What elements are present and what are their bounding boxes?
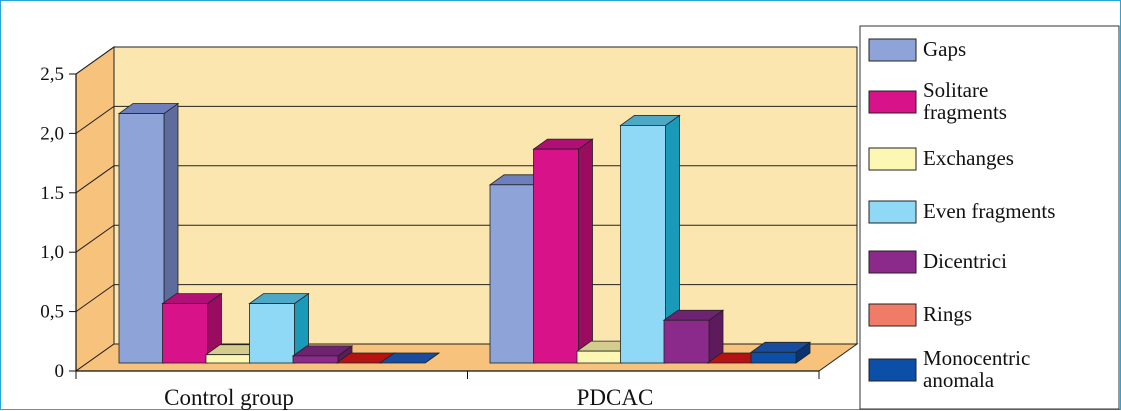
legend-swatch	[869, 304, 916, 326]
legend-label: Dicentrici	[923, 249, 1007, 273]
bar-front	[250, 304, 295, 363]
legend-swatch	[869, 201, 916, 223]
bar	[664, 310, 723, 363]
bar-front	[577, 351, 622, 363]
back-wall	[114, 47, 857, 344]
y-tick-label: 2,5	[40, 64, 64, 85]
bar-front	[119, 114, 164, 363]
bar-front	[163, 304, 208, 363]
y-tick-label: 0,5	[40, 302, 64, 323]
bar-front	[293, 356, 338, 363]
legend-swatch	[869, 39, 916, 61]
x-category-label: PDCAC	[577, 385, 654, 410]
legend-label: Exchanges	[923, 146, 1014, 170]
legend-swatch	[869, 251, 916, 273]
bar-front	[664, 320, 709, 363]
bar	[534, 139, 593, 363]
bar-front	[621, 125, 666, 363]
legend-label: Rings	[923, 302, 972, 326]
bar-side	[579, 139, 593, 363]
y-tick-label: 0	[55, 361, 65, 382]
legend-label: Gaps	[923, 37, 966, 61]
bar-front	[490, 185, 535, 363]
y-tick-label: 1.5	[40, 183, 64, 204]
legend-swatch	[869, 148, 916, 170]
bar-front	[534, 149, 579, 363]
left-wall	[76, 47, 114, 371]
bar-front	[751, 352, 796, 363]
bar-front	[206, 355, 251, 363]
y-tick-label: 1,0	[40, 242, 64, 263]
legend-swatch	[869, 91, 916, 113]
legend-swatch	[869, 359, 916, 381]
legend-label: Even fragments	[923, 199, 1055, 223]
x-category-label: Control group	[164, 385, 294, 410]
y-tick-label: 2,0	[40, 123, 64, 144]
